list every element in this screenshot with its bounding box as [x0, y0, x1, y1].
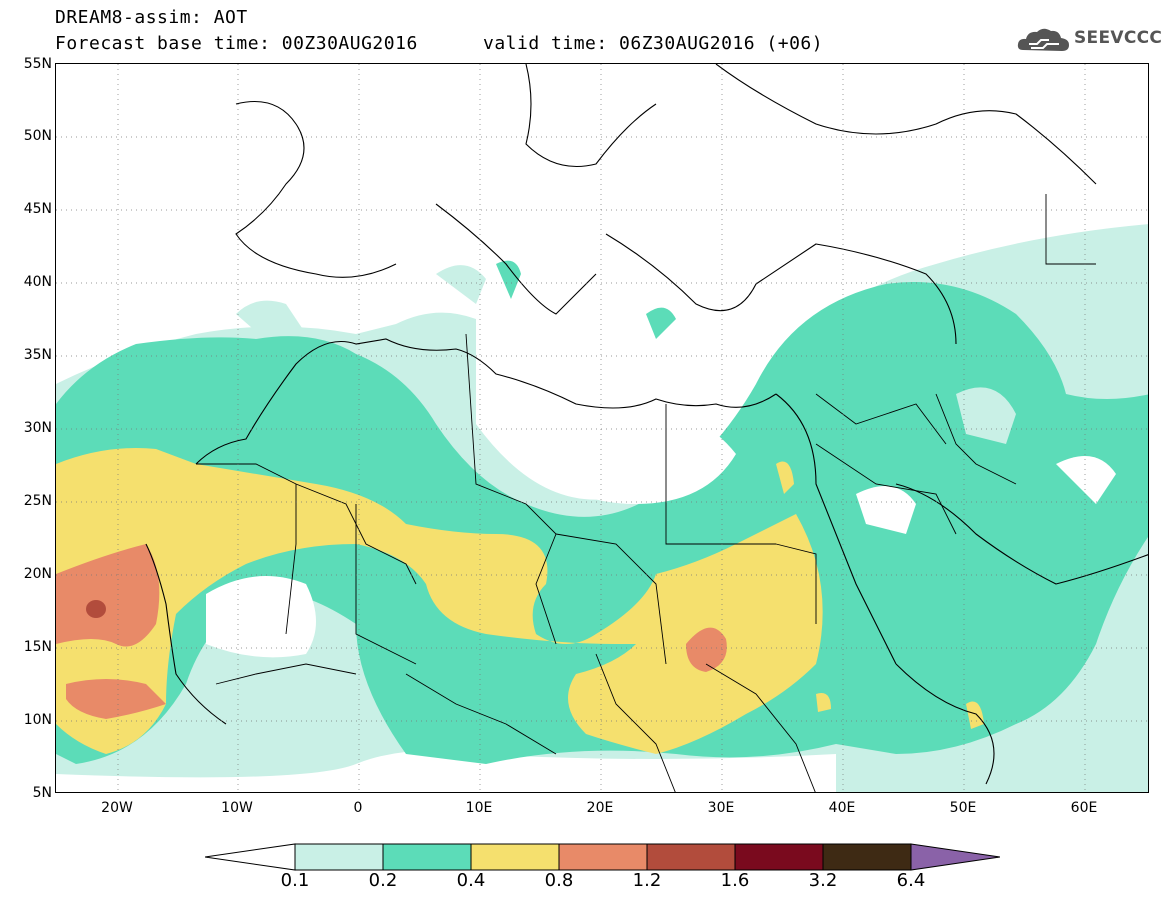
aot-contour-0-8 [56, 544, 727, 719]
lat-label-10n: 10N [23, 712, 52, 728]
colorbar-label-3-2: 3.2 [808, 870, 838, 891]
coastlines [145, 64, 1148, 785]
colorbar-segment-4 [558, 843, 648, 871]
lat-label-5n: 5N [32, 785, 52, 801]
lon-label-10e: 10E [465, 800, 493, 816]
colorbar-high-arrow [910, 843, 1000, 871]
lat-label-30n: 30N [23, 420, 52, 436]
colorbar-label-6-4: 6.4 [896, 870, 926, 891]
colorbar-segment-1 [294, 843, 384, 871]
lon-label-60e: 60E [1070, 800, 1098, 816]
colorbar-label-0-1: 0.1 [280, 870, 310, 891]
valid-time: valid time: 06Z30AUG2016 (+06) [483, 33, 824, 54]
colorbar-segment-3 [470, 843, 560, 871]
forecast-base-time: Forecast base time: 00Z30AUG2016 [55, 33, 418, 54]
lon-label-20w: 20W [101, 800, 133, 816]
aot-contour-0-2 [56, 260, 1148, 764]
graticule [56, 64, 1148, 792]
lon-label-30e: 30E [707, 800, 735, 816]
lon-label-50e: 50E [949, 800, 977, 816]
aot-low-zones [206, 392, 1116, 658]
logo-text: SEEVCCC [1074, 28, 1163, 48]
map-title: DREAM8-assim: AOT [55, 7, 248, 28]
colorbar-label-1-2: 1.2 [632, 870, 662, 891]
colorbar-low-arrow [205, 843, 296, 871]
lat-label-35n: 35N [23, 347, 52, 363]
colorbar-segment-5 [646, 843, 736, 871]
lon-label-20e: 20E [586, 800, 614, 816]
lat-label-40n: 40N [23, 274, 52, 290]
colorbar-label-1-6: 1.6 [720, 870, 750, 891]
lat-label-20n: 20N [23, 566, 52, 582]
lon-label-0: 0 [353, 800, 363, 816]
aot-map [55, 63, 1149, 793]
colorbar-label-0-2: 0.2 [368, 870, 398, 891]
colorbar-segment-2 [382, 843, 472, 871]
colorbar [205, 843, 1000, 871]
colorbar-label-0-8: 0.8 [544, 870, 574, 891]
lat-label-15n: 15N [23, 639, 52, 655]
lat-label-50n: 50N [23, 128, 52, 144]
lon-label-40e: 40E [828, 800, 856, 816]
colorbar-label-0-4: 0.4 [456, 870, 486, 891]
lat-label-45n: 45N [23, 201, 52, 217]
colorbar-segment-7 [822, 843, 912, 871]
aot-contour-0-4 [56, 448, 984, 754]
colorbar-segment-6 [734, 843, 824, 871]
aot-contour-1-2 [86, 600, 106, 618]
cloud-icon [1017, 28, 1069, 51]
lat-label-25n: 25N [23, 493, 52, 509]
country-borders [196, 194, 1096, 792]
lon-label-10w: 10W [221, 800, 253, 816]
lat-label-55n: 55N [23, 56, 52, 72]
